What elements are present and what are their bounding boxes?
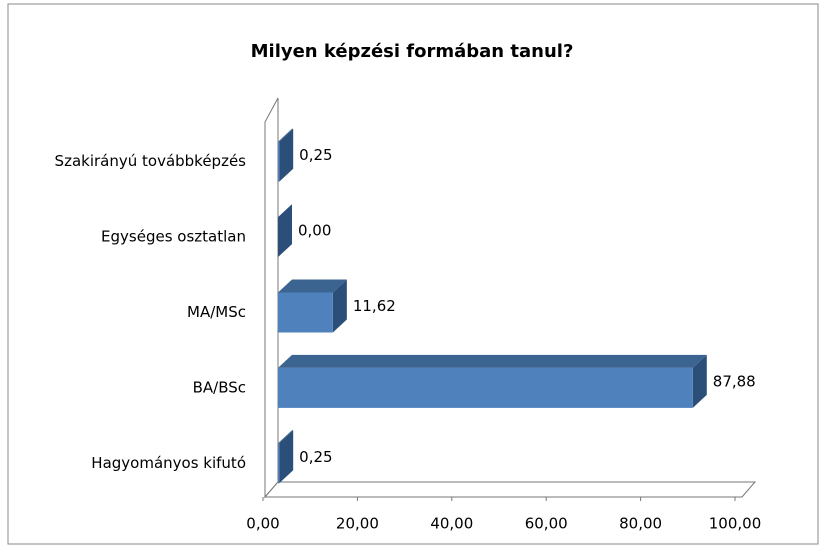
bar-side <box>692 354 707 408</box>
chart-border <box>7 3 819 545</box>
bar-top <box>278 128 294 142</box>
bar-top <box>278 354 707 368</box>
bar-top <box>278 279 347 293</box>
bar-side <box>279 128 294 182</box>
y-tick-label: BA/BSc <box>193 378 246 396</box>
x-tick-label: 80,00 <box>619 515 662 533</box>
bar <box>278 141 280 182</box>
bar <box>278 367 693 408</box>
x-tick-label: 20,00 <box>336 515 379 533</box>
value-label: 0,00 <box>298 222 331 240</box>
y-tick-label: Hagyományos kifutó <box>91 454 246 472</box>
x-tick-label: 100,00 <box>709 515 762 533</box>
y-tick-label: Egységes osztatlan <box>101 228 246 246</box>
floor <box>263 481 757 498</box>
bar-side <box>332 279 347 333</box>
y-tick-label: MA/MSc <box>187 303 246 321</box>
value-label: 0,25 <box>299 146 332 164</box>
x-tick-label: 40,00 <box>430 515 473 533</box>
value-label: 0,25 <box>299 448 332 466</box>
bar <box>278 292 333 333</box>
back-wall <box>264 97 279 499</box>
x-tick-label: 60,00 <box>525 515 568 533</box>
value-label: 87,88 <box>713 372 756 390</box>
bar-top <box>278 430 294 444</box>
bar <box>278 443 280 484</box>
value-label: 11,62 <box>353 297 396 315</box>
bar-side <box>279 430 294 484</box>
y-tick-label: Szakirányú továbbképzés <box>55 152 247 170</box>
bar-side <box>278 204 292 258</box>
chart-title: Milyen képzési formában tanul? <box>251 41 574 62</box>
x-tick-label: 0,00 <box>246 515 279 533</box>
